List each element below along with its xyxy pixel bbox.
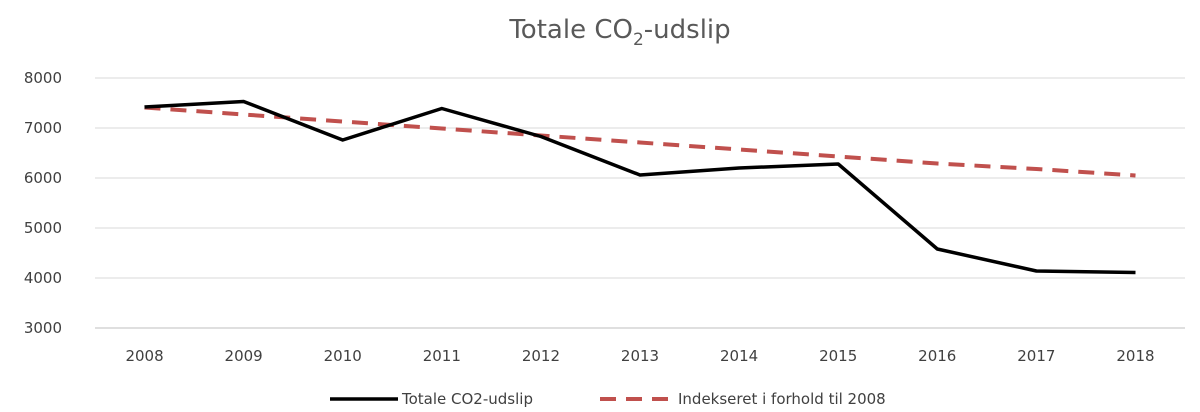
y-tick-label: 7000 — [24, 119, 62, 137]
x-tick-label: 2009 — [225, 347, 263, 365]
chart-title-prefix: Totale CO — [508, 15, 633, 45]
chart-title-suffix: -udslip — [644, 15, 731, 45]
series-lines — [144, 99, 1136, 275]
legend-label-1: Indekseret i forhold til 2008 — [678, 390, 886, 408]
series-line-0 — [144, 99, 1136, 275]
legend-label-0: Totale CO2-udslip — [401, 390, 533, 408]
x-tick-label: 2015 — [819, 347, 857, 365]
x-tick-label: 2008 — [125, 347, 163, 365]
y-axis-ticks: 3000 4000 5000 6000 7000 8000 — [24, 69, 62, 337]
y-tick-label: 8000 — [24, 69, 62, 87]
x-axis-ticks: 2008 2009 2010 2011 2012 2013 2014 2015 2016 2017… — [125, 347, 1154, 365]
y-tick-label: 5000 — [24, 219, 62, 237]
x-tick-label: 2012 — [522, 347, 560, 365]
chart-title: Totale CO2-udslip — [508, 15, 730, 50]
x-tick-label: 2010 — [324, 347, 362, 365]
x-tick-label: 2014 — [720, 347, 758, 365]
x-tick-label: 2013 — [621, 347, 659, 365]
series-line-1 — [144, 105, 1136, 178]
y-tick-label: 3000 — [24, 319, 62, 337]
y-tick-label: 4000 — [24, 269, 62, 287]
gridlines — [95, 77, 1185, 329]
legend: Totale CO2-udslip Indekseret i forhold ti… — [330, 390, 886, 408]
x-tick-label: 2016 — [918, 347, 956, 365]
chart-title-subscript: 2 — [633, 30, 644, 50]
x-tick-label: 2011 — [423, 347, 461, 365]
x-tick-label: 2017 — [1017, 347, 1055, 365]
y-tick-label: 6000 — [24, 169, 62, 187]
x-tick-label: 2018 — [1116, 347, 1154, 365]
